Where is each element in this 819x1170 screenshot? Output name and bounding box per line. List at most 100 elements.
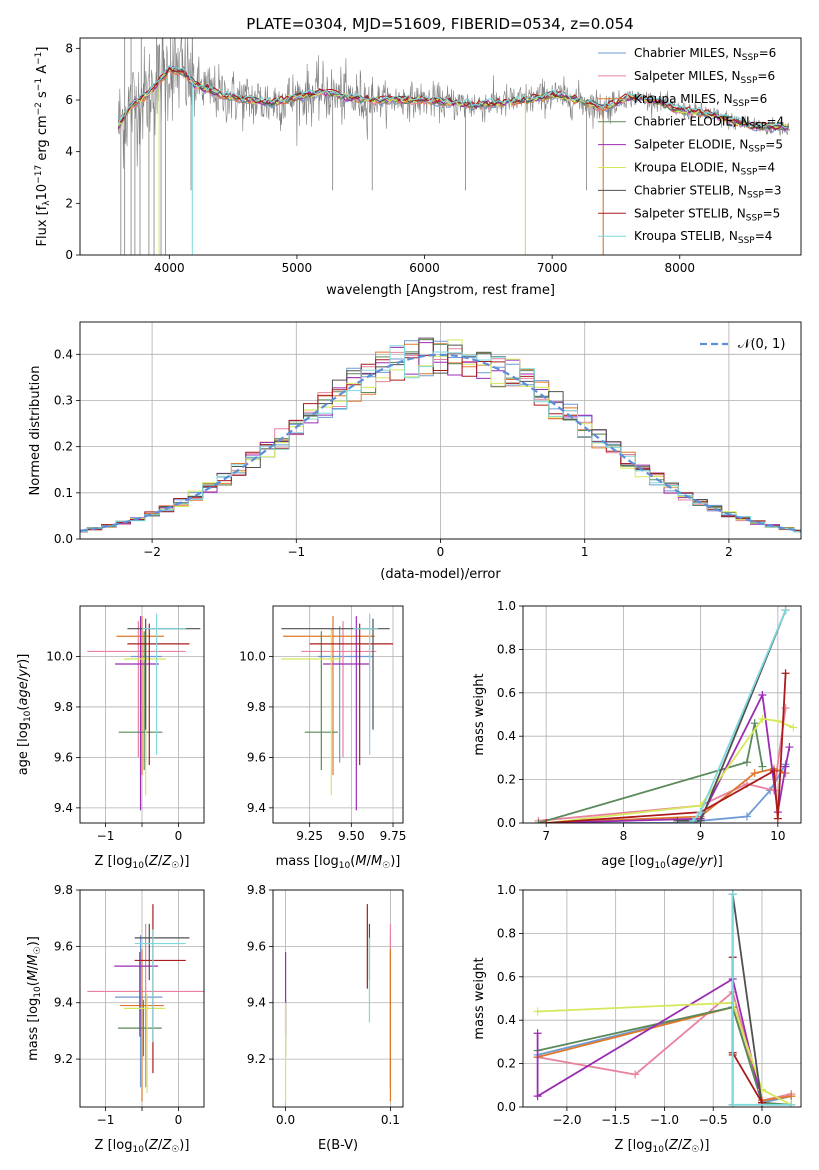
y-tick-label: 8 <box>65 41 73 55</box>
axes-frame <box>522 605 802 824</box>
y-tick-label: 9.4 <box>54 801 73 815</box>
y-tick-label: 10.0 <box>46 649 73 663</box>
weight-line-salpeter-miles <box>538 707 787 822</box>
weight-marker <box>631 1070 640 1079</box>
x-tick-label: −2.0 <box>552 1113 581 1127</box>
weight-marker <box>758 714 767 723</box>
x-axis-label: (data-model)/error <box>380 567 501 582</box>
x-tick-label: 9.25 <box>296 829 323 843</box>
model-spectrum-kroupa-stelib <box>117 64 789 129</box>
y-axis-label: Flux [fλ10−17 erg cm−2 s−1 A−1] <box>34 47 52 247</box>
y-tick-label: 9.6 <box>54 939 73 953</box>
histogram-kroupa-miles <box>80 343 801 533</box>
y-axis-label: age [log10(age/yr)] <box>16 654 33 776</box>
x-axis-label: wavelength [Angstrom, rest frame] <box>326 283 555 298</box>
weight-line-chabrier-elodie <box>537 1006 792 1106</box>
weight-plot-area <box>534 606 798 823</box>
y-axis-label: mass weight <box>472 957 487 1039</box>
spectrum-plot-area <box>117 38 790 255</box>
x-tick-label: −1 <box>97 1113 115 1127</box>
weight-marker <box>758 690 767 699</box>
x-tick-label: 9.75 <box>380 829 407 843</box>
weight-marker <box>773 717 782 726</box>
y-tick-label: 4 <box>65 145 73 159</box>
weight-marker <box>787 1100 796 1107</box>
x-tick-label: 2 <box>725 545 733 559</box>
y-tick-label: 0.2 <box>497 1057 516 1071</box>
y-tick-label: 9.8 <box>54 883 73 897</box>
errorbar-plot-area <box>87 904 204 1102</box>
axes-frame <box>79 889 205 1108</box>
y-axis-label: mass weight <box>472 673 487 755</box>
legend-label: Salpeter ELODIE, NSSP=5 <box>634 138 783 155</box>
spectrum-panel: 4000 5000 6000 7000 8000 0 2 4 6 8 wavelength [Ang… <box>34 37 802 298</box>
errorbar-plot-area <box>87 613 201 811</box>
x-tick-label: 8 <box>620 829 628 843</box>
x-tick-label: 9.50 <box>338 829 365 843</box>
figure-title: PLATE=0304, MJD=51609, FIBERID=0534, z=0… <box>246 15 633 33</box>
y-tick-label: 0 <box>65 248 73 262</box>
weight-line-salpeter-elodie <box>536 977 763 1103</box>
weight-line-kroupa-elodie <box>537 1001 792 1106</box>
x-axis-label: Z [log10(Z/Z☉)] <box>95 854 190 871</box>
y-axis-label: mass [log10(M/M☉)] <box>26 936 43 1061</box>
x-tick-label: 10 <box>770 829 785 843</box>
weight-marker <box>787 1092 796 1101</box>
x-axis-label: Z [log10(Z/Z☉)] <box>615 1138 710 1155</box>
y-tick-label: 9.4 <box>54 996 73 1010</box>
y-axis-label: Normed distribution <box>28 366 43 496</box>
y-tick-label: 0.8 <box>497 642 516 656</box>
weight-vs-age-panel: 7 8 9 10 0.0 0.2 0.4 0.6 0.8 1.0 age [log10(age/yr… <box>472 599 802 871</box>
weight-marker <box>673 816 682 823</box>
y-tick-label: 0.0 <box>54 532 73 546</box>
axes-frame <box>272 889 404 1108</box>
legend-label: Chabrier STELIB, NSSP=3 <box>634 183 782 200</box>
x-tick-label: 1 <box>581 545 589 559</box>
weight-marker <box>781 606 790 615</box>
legend-label: Chabrier ELODIE, NSSP=4 <box>634 115 784 132</box>
weight-marker <box>533 1007 542 1016</box>
weight-marker <box>742 812 751 821</box>
x-axis-label: mass [log10(M/M☉)] <box>276 854 401 871</box>
x-tick-label: 0.0 <box>276 1113 295 1127</box>
model-spectrum-salpeter-stelib <box>118 66 789 131</box>
weight-marker <box>696 816 705 823</box>
y-tick-label: 0.3 <box>54 393 73 407</box>
x-tick-label: 4000 <box>154 261 185 275</box>
y-tick-label: 9.8 <box>247 700 266 714</box>
y-tick-label: 9.6 <box>247 750 266 764</box>
gaussian-curve <box>80 353 801 532</box>
age-vs-mass-panel: 9.25 9.50 9.75 9.4 9.6 9.8 10.0 mass [log10(M/M… <box>239 605 407 871</box>
y-tick-label: 9.6 <box>247 939 266 953</box>
y-tick-label: 9.4 <box>247 801 266 815</box>
legend-label: Kroupa STELIB, NSSP=4 <box>634 229 772 246</box>
axes-frame <box>272 605 404 824</box>
weight-marker <box>542 819 551 823</box>
weight-marker <box>696 808 705 817</box>
weight-marker <box>750 769 759 778</box>
x-tick-label: 0.0 <box>752 1113 771 1127</box>
x-tick-label: 5000 <box>282 261 313 275</box>
y-tick-label: 6 <box>65 93 73 107</box>
weight-vs-Z-panel: −2.0 −1.5 −1.0 −0.5 0.0 0.0 0.2 0.4 0.6 0.8 1.0 Z [… <box>472 883 802 1155</box>
weight-marker <box>533 1029 542 1038</box>
x-tick-label: −2 <box>143 545 161 559</box>
legend-label: Salpeter STELIB, NSSP=5 <box>634 206 780 223</box>
x-tick-label: −1 <box>97 829 115 843</box>
y-tick-label: 1.0 <box>497 883 516 897</box>
x-tick-label: 0 <box>437 545 445 559</box>
y-tick-label: 0.6 <box>497 970 516 984</box>
y-tick-label: 0.0 <box>497 816 516 830</box>
model-spectrum-kroupa-elodie <box>117 66 789 129</box>
x-tick-label: −1.0 <box>650 1113 679 1127</box>
weight-marker <box>728 890 737 899</box>
y-tick-label: 0.1 <box>54 486 73 500</box>
y-tick-label: 10.0 <box>239 649 266 663</box>
x-tick-label: 8000 <box>664 261 695 275</box>
y-tick-label: 9.2 <box>247 1052 266 1066</box>
residuals-panel: −2 −1 0 1 2 0.0 0.1 0.2 0.3 0.4 (data-model)/error… <box>28 321 802 582</box>
mass-vs-Z-panel: −1 0 9.2 9.4 9.6 9.8 Z [log10(Z/Z☉)] mass [log1… <box>26 883 205 1155</box>
axes-frame <box>522 889 802 1108</box>
weight-marker <box>781 669 790 678</box>
